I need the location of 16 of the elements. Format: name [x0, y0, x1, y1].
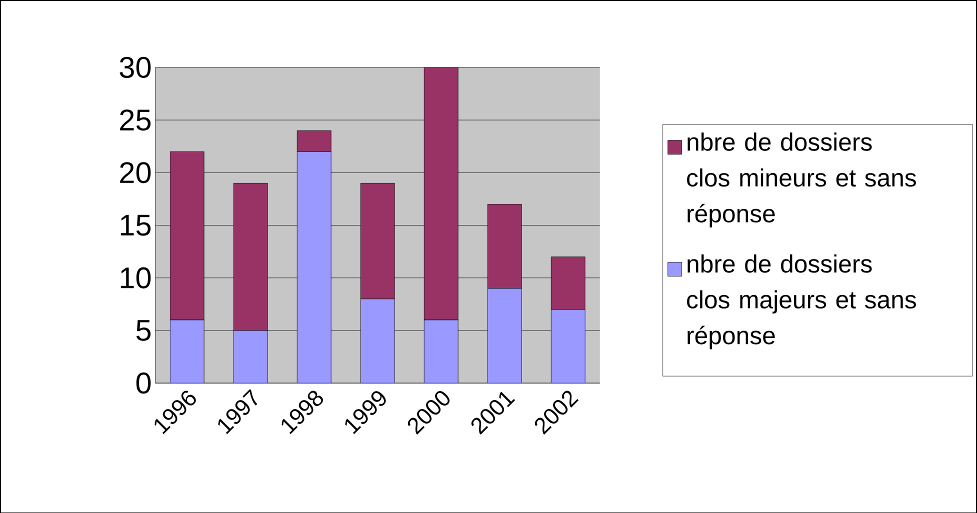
legend-label: nbre de dossiers clos majeurs et sans réponse	[687, 254, 916, 350]
bar	[487, 204, 522, 288]
y-tick-label: 15	[120, 214, 151, 236]
bar	[170, 151, 204, 320]
bar	[360, 182, 395, 299]
bar	[233, 182, 268, 330]
y-tick-label: 30	[120, 56, 151, 78]
y-tick-label: 25	[120, 109, 151, 130]
y-tick-label: 10	[120, 267, 151, 288]
bar	[296, 130, 332, 152]
y-tick-label: 0	[136, 372, 151, 394]
y-tick-label: 5	[136, 320, 151, 341]
legend-label: nbre de dossiers clos mineurs et sans réponse	[687, 132, 916, 228]
bar	[424, 67, 458, 320]
bar	[550, 256, 586, 310]
y-tick-label: 20	[120, 162, 151, 183]
